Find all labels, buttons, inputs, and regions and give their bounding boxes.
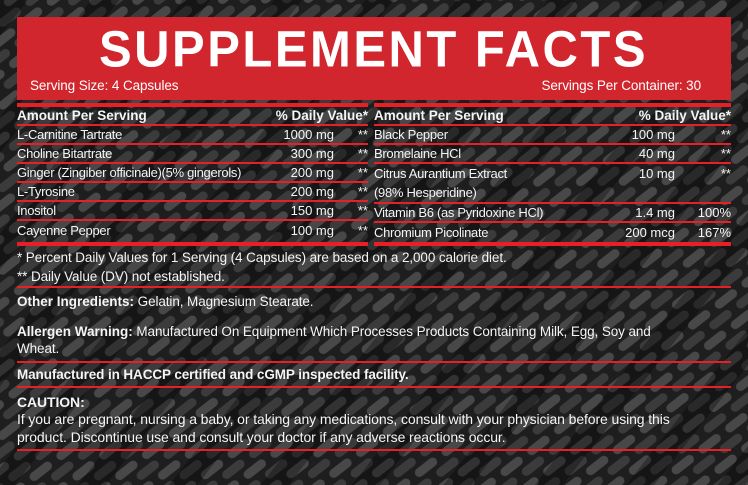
other-ingredients: Other Ingredients: Gelatin, Magnesium St… [17,293,731,310]
allergen-warning: Allergen Warning: Manufactured On Equipm… [17,323,657,357]
ingredient-dv: ** [720,146,731,161]
ingredient-amount: 300 mg [290,146,334,161]
ingredient-name: L-Tyrosine [17,184,75,199]
ingredient-name: Bromelaine HCl [374,146,461,161]
ingredient-dv: ** [357,184,368,199]
column-header-row: Amount Per Serving % Daily Value* [374,107,731,126]
red-divider [17,361,731,363]
caution-heading: CAUTION: [17,394,85,410]
other-ingredients-label: Other Ingredients: [17,294,135,309]
table-row: Vitamin B6 (as Pyridoxine HCl) 1.4 mg 10… [374,204,731,223]
red-divider [17,386,731,388]
ingredient-dv: ** [357,203,368,218]
manufacturing-note: Manufactured in HACCP certified and cGMP… [17,367,409,382]
daily-value-header: % Daily Value* [638,108,731,123]
ingredient-amount: 1000 mg [283,127,334,142]
table-row: L-Carnitine Tartrate 1000 mg ** [17,126,368,145]
daily-value-footnote: * Percent Daily Values for 1 Serving (4 … [17,250,507,265]
table-row: Chromium Picolinate 200 mcg 167% [374,223,731,242]
ingredient-name: L-Carnitine Tartrate [17,127,123,142]
ingredient-amount: 200 mg [290,184,334,199]
ingredient-amount: 150 mg [290,203,334,218]
other-ingredients-text: Gelatin, Magnesium Stearate. [134,294,314,309]
ingredient-amount: 1.4 mg [635,205,675,220]
ingredient-name: Vitamin B6 (as Pyridoxine HCl) [374,205,544,220]
ingredient-name: Citrus Aurantium Extract (98% Hesperidin… [374,164,603,202]
red-divider [17,449,731,451]
ingredient-dv: 100% [697,205,731,220]
table-row: Ginger (Zingiber officinale)(5% gingerol… [17,164,368,183]
ingredient-dv: ** [357,146,368,161]
amount-per-serving-header: Amount Per Serving [17,108,147,123]
ingredient-name: Inositol [17,203,56,218]
ingredient-amount: 40 mg [638,146,675,161]
ingredient-dv: ** [357,165,368,180]
caution-text: If you are pregnant, nursing a baby, or … [17,411,670,445]
ingredient-dv: ** [357,223,368,238]
facts-table: Amount Per Serving % Daily Value* L-Carn… [17,103,731,246]
ingredient-dv: 167% [697,225,731,240]
dv-not-established-footnote: ** Daily Value (DV) not established. [17,269,225,284]
ingredient-amount: 200 mcg [625,225,675,240]
ingredient-dv: ** [720,166,731,181]
ingredient-name: Cayenne Pepper [17,223,111,238]
table-row: L-Tyrosine 200 mg ** [17,183,368,202]
allergen-warning-label: Allergen Warning: [17,324,133,339]
label-body: SUPPLEMENT FACTS Serving Size: 4 Capsule… [17,17,731,451]
servings-per-container: Servings Per Container: 30 [541,78,702,93]
ingredient-name: Black Pepper [374,127,448,142]
facts-column-right: Amount Per Serving % Daily Value* Black … [374,103,731,246]
ingredient-dv: ** [357,127,368,142]
ingredient-name-line2: (98% Hesperidine) [374,185,477,200]
ingredient-amount: 10 mg [638,166,675,181]
ingredient-amount: 100 mg [631,127,675,142]
column-header-row: Amount Per Serving % Daily Value* [17,107,368,126]
red-divider [17,286,731,288]
ingredient-name: Ginger (Zingiber officinale)(5% gingerol… [17,165,242,180]
table-row: Bromelaine HCl 40 mg ** [374,145,731,164]
ingredient-name-line1: Citrus Aurantium Extract [374,166,507,181]
ingredient-name: Chromium Picolinate [374,225,489,240]
footnotes: * Percent Daily Values for 1 Serving (4 … [17,248,731,286]
table-row: Black Pepper 100 mg ** [374,126,731,145]
facts-column-left: Amount Per Serving % Daily Value* L-Carn… [17,103,368,246]
serving-info-row: Serving Size: 4 Capsules Servings Per Co… [30,78,717,93]
page-title: SUPPLEMENT FACTS [98,21,649,78]
table-row: Choline Bitartrate 300 mg ** [17,145,368,164]
table-row: Cayenne Pepper 100 mg ** [17,221,368,240]
table-row: Inositol 150 mg ** [17,202,368,221]
ingredient-amount: 100 mg [290,223,334,238]
table-row: Citrus Aurantium Extract (98% Hesperidin… [374,164,731,204]
daily-value-header: % Daily Value* [275,108,368,123]
header-band: SUPPLEMENT FACTS Serving Size: 4 Capsule… [17,17,731,100]
allergen-warning-text: Manufactured On Equipment Which Processe… [17,324,651,356]
amount-per-serving-header: Amount Per Serving [374,108,504,123]
ingredient-name: Choline Bitartrate [17,146,113,161]
ingredient-amount: 200 mg [290,165,334,180]
ingredient-dv: ** [720,127,731,142]
serving-size: Serving Size: 4 Capsules [30,78,179,93]
